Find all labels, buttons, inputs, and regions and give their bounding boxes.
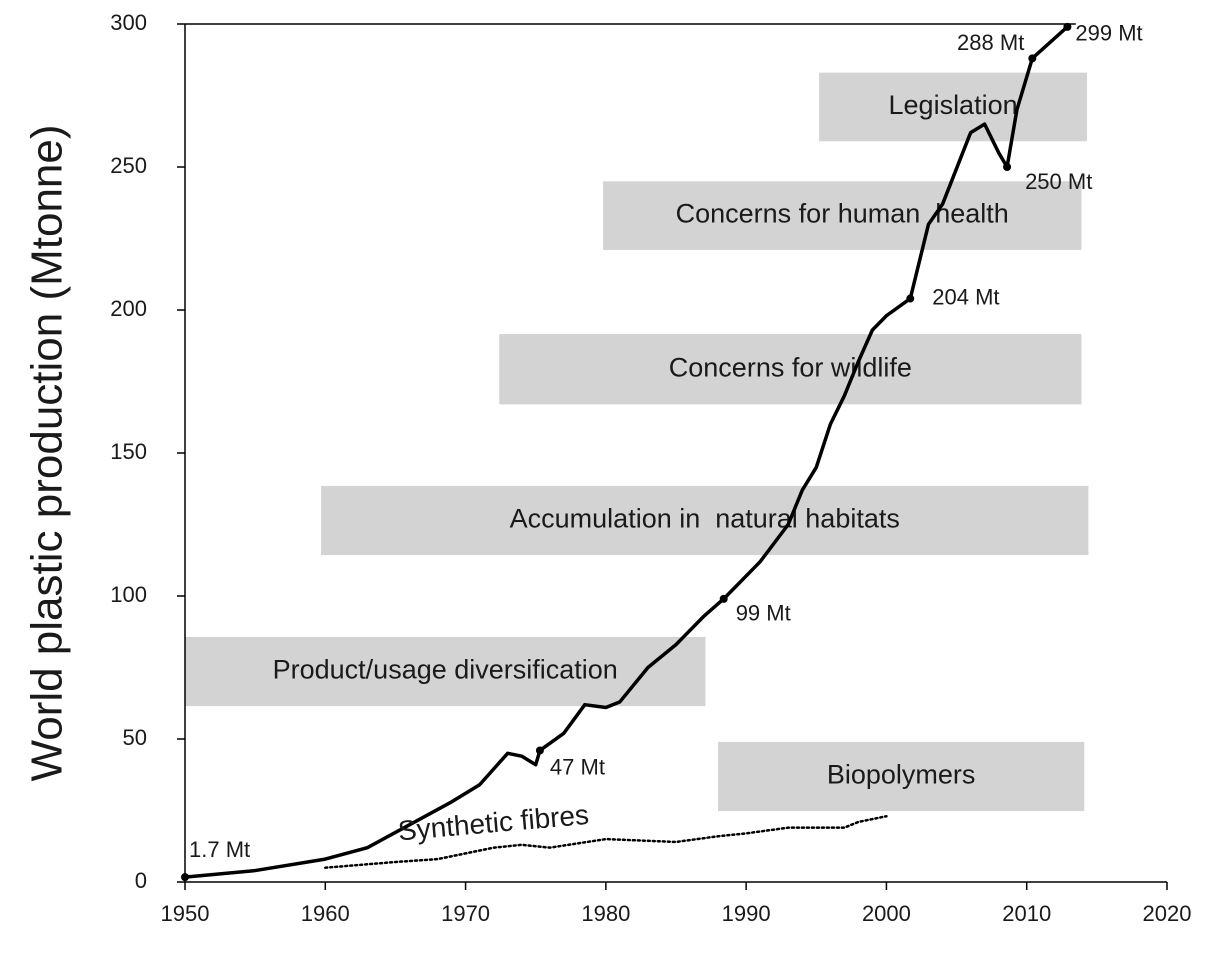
x-tick-label: 1990 [722,901,771,926]
annotation-band [321,485,1089,556]
point-label: 1.7 Mt [189,837,250,862]
y-tick-label: 250 [110,153,147,178]
point-marker [1063,22,1072,31]
band-label: Product/usage diversification [273,655,618,685]
point-label: 204 Mt [932,284,999,309]
point-label: 250 Mt [1025,169,1092,194]
point-marker [1028,54,1037,63]
x-tick-label: 1980 [581,901,630,926]
point-marker [1003,163,1012,171]
production-line [183,25,1070,879]
y-tick-label: 150 [110,439,147,464]
x-tick-label: 2020 [1143,901,1192,926]
point-label: 299 Mt [1075,21,1142,46]
band-label: Concerns for wildlife [669,352,912,382]
point-label: 47 Mt [550,754,605,779]
point-marker [535,746,544,755]
y-tick-label: 200 [110,296,147,321]
x-tick-label: 1950 [161,901,210,926]
fibres-line [324,814,888,869]
series-label: Synthetic fibres [397,799,590,847]
annotation-band [603,181,1082,250]
x-tick-label: 1970 [441,901,490,926]
annotation-band [185,636,706,707]
x-tick-label: 2000 [862,901,911,926]
point-marker [181,873,189,882]
annotation-band [819,72,1088,142]
x-tick-label: 1960 [301,901,350,926]
x-tick-label: 2010 [1002,901,1051,926]
band-label: Concerns for human health [676,199,1009,229]
band-label: Legislation [889,90,1018,120]
y-tick-label: 300 [110,10,147,35]
annotation-band [718,741,1085,812]
point-marker [906,294,915,303]
point-marker [719,594,728,603]
band-label: Biopolymers [827,760,976,790]
band-label: Accumulation in natural habitats [510,504,900,534]
y-tick-label: 100 [110,582,147,607]
y-tick-label: 0 [135,868,147,893]
point-label: 99 Mt [736,601,791,626]
y-axis-label: World plastic production (Mtonne) [23,124,72,781]
point-label: 288 Mt [957,30,1024,55]
y-tick-label: 50 [123,725,147,750]
annotation-band [499,334,1082,405]
